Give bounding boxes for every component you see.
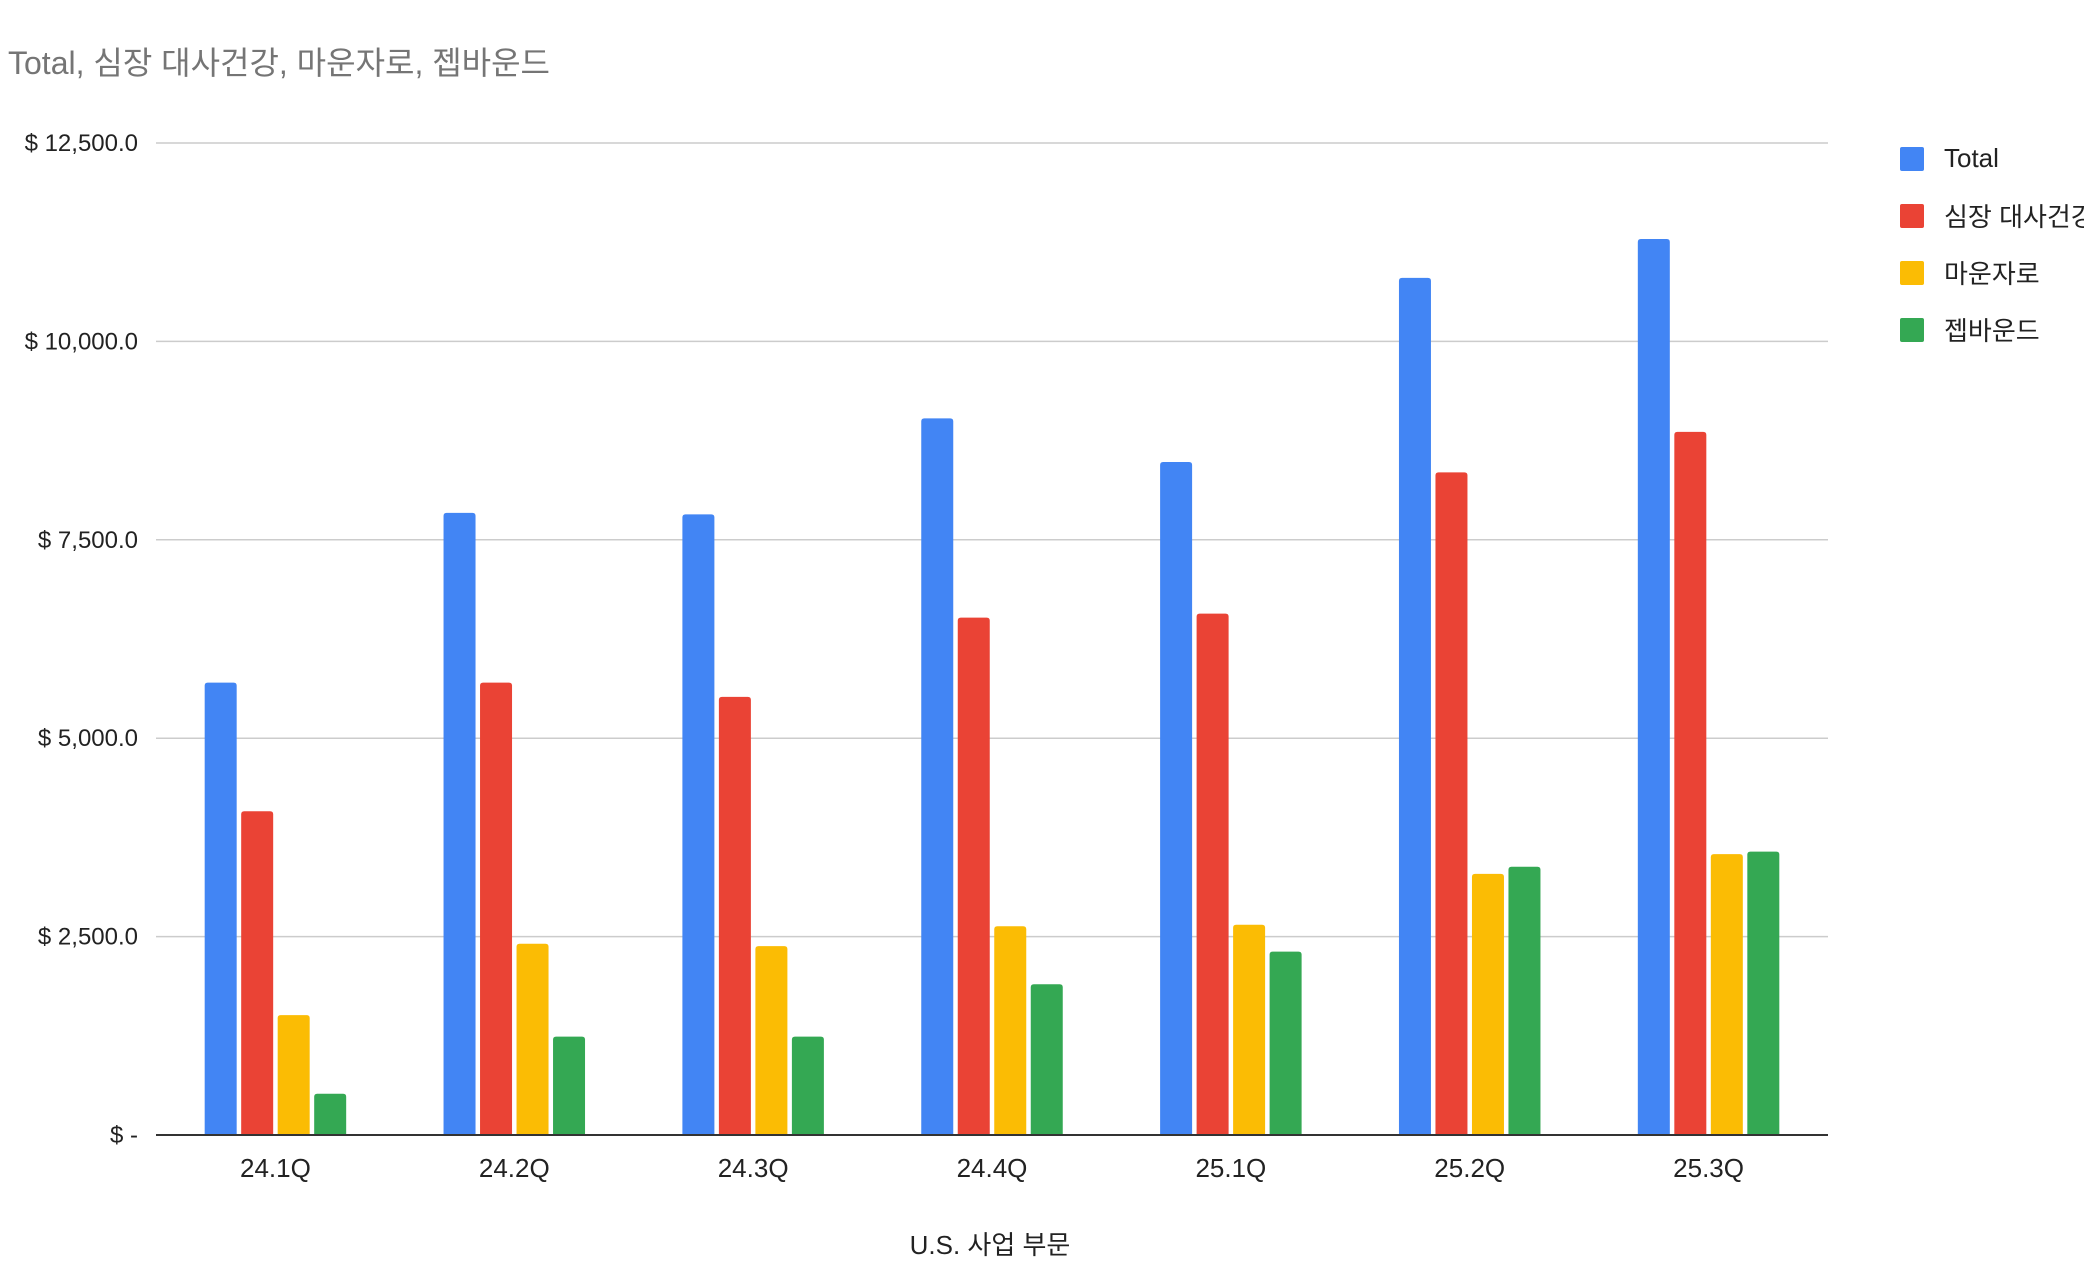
bar <box>957 617 990 1135</box>
x-tick-label: 24.2Q <box>479 1153 550 1183</box>
bar <box>277 1015 310 1135</box>
x-axis-title: U.S. 사업 부문 <box>909 1230 1071 1260</box>
y-tick-label: $ 7,500.0 <box>38 527 138 554</box>
x-tick-label: 24.3Q <box>718 1153 789 1183</box>
bar <box>994 926 1027 1135</box>
bar <box>1269 951 1302 1135</box>
bar <box>1160 462 1193 1135</box>
bar <box>480 682 513 1135</box>
bar <box>718 696 751 1135</box>
x-tick-label: 24.1Q <box>240 1153 311 1183</box>
y-tick-label: $ 5,000.0 <box>38 725 138 752</box>
x-tick-label: 25.3Q <box>1673 1153 1744 1183</box>
chart-title: Total, 심장 대사건강, 마운자로, 젭바운드 <box>8 45 550 81</box>
bars <box>204 239 1780 1136</box>
x-tick-labels: 24.1Q 24.2Q 24.3Q 24.4Q 25.1Q 25.2Q 25.3Q <box>240 1153 1744 1183</box>
legend-label: 젭바운드 <box>1944 316 2040 346</box>
bar <box>921 418 954 1135</box>
legend-item: Total <box>1900 130 2084 187</box>
bar <box>1674 431 1707 1136</box>
bar <box>553 1036 586 1135</box>
bar <box>755 946 788 1135</box>
bar <box>1233 924 1266 1135</box>
legend-item: 젭바운드 <box>1900 301 2084 358</box>
legend-label: 심장 대사건강 <box>1944 202 2084 232</box>
bar <box>1030 984 1063 1135</box>
bar <box>1508 866 1541 1135</box>
y-tick-labels: $ - $ 2,500.0 $ 5,000.0 $ 7,500.0 $ 10,000.0… <box>25 130 138 1149</box>
legend-swatch <box>1900 317 1924 342</box>
legend-swatch <box>1900 260 1924 285</box>
legend-swatch <box>1900 203 1924 228</box>
legend-swatch <box>1900 146 1924 171</box>
x-tick-label: 25.1Q <box>1195 1153 1266 1183</box>
y-tick-label: $ 2,500.0 <box>38 924 138 951</box>
bar <box>204 682 237 1135</box>
y-tick-label: $ 10,000.0 <box>25 328 138 355</box>
y-tick-label: $ - <box>110 1122 138 1149</box>
y-tick-label: $ 12,500.0 <box>25 130 138 157</box>
legend-label: 마운자로 <box>1944 259 2040 289</box>
bar <box>682 514 715 1135</box>
bar <box>1637 239 1670 1135</box>
x-tick-label: 24.4Q <box>957 1153 1028 1183</box>
bar <box>241 811 274 1135</box>
gridlines <box>156 142 1828 938</box>
legend-item: 마운자로 <box>1900 244 2084 301</box>
bar <box>1471 873 1504 1135</box>
bar <box>516 943 549 1135</box>
bar <box>314 1093 347 1135</box>
bar <box>1398 277 1431 1135</box>
bar <box>1435 472 1468 1135</box>
legend-item: 심장 대사건강 <box>1900 187 2084 244</box>
bar <box>1747 851 1780 1135</box>
legend-label: Total <box>1944 143 1999 173</box>
bar <box>1710 854 1743 1135</box>
x-tick-label: 25.2Q <box>1434 1153 1505 1183</box>
bar <box>1196 613 1229 1135</box>
bar <box>443 512 476 1135</box>
bar <box>791 1036 824 1135</box>
